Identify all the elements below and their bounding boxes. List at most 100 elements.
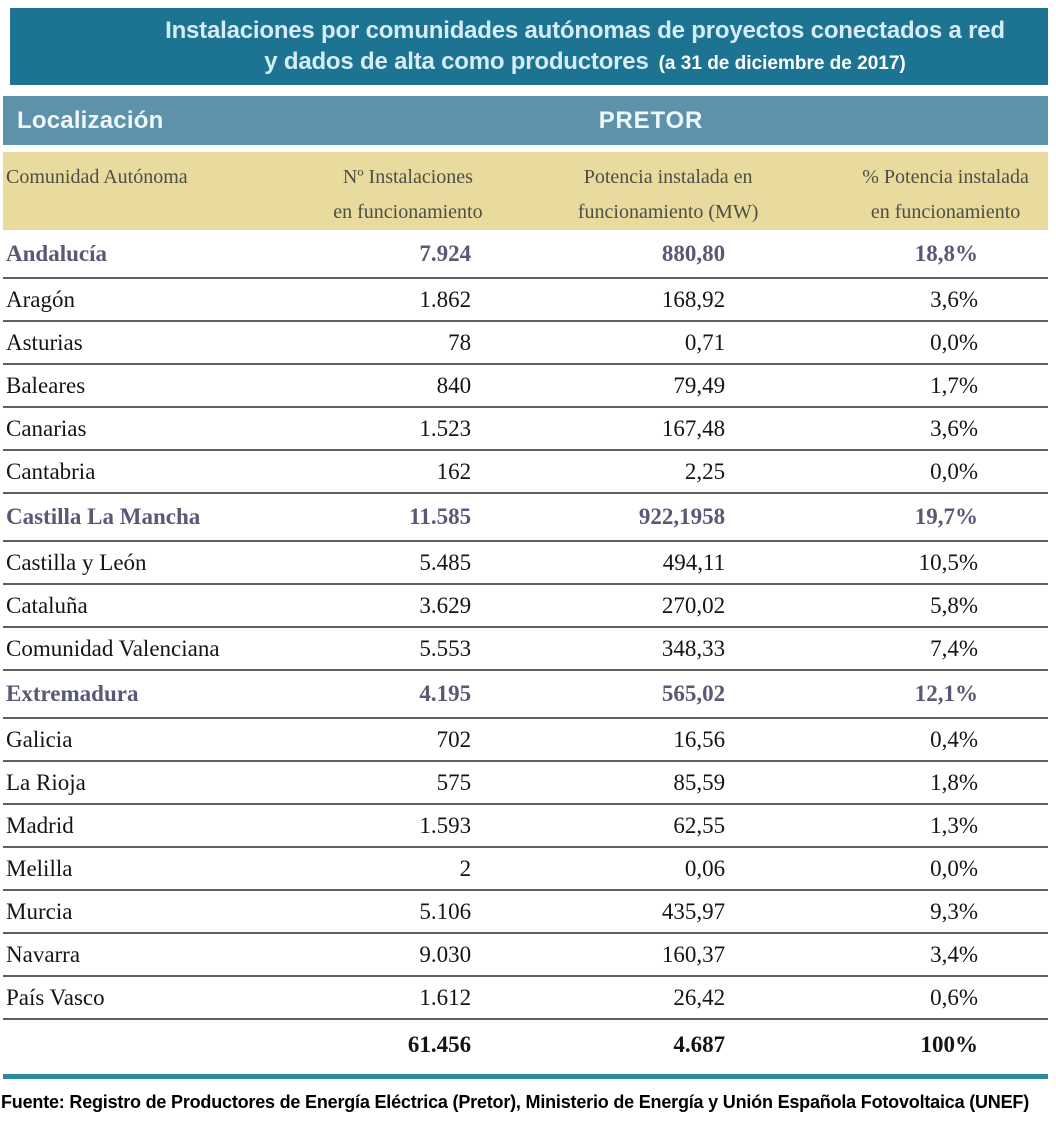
title-banner: Instalaciones por comunidades autónomas … xyxy=(10,8,1048,85)
cell-porcentaje: 3,6% xyxy=(843,277,1048,321)
cell-porcentaje: 0,0% xyxy=(843,846,1048,890)
cell-potencia: 79,49 xyxy=(493,363,844,407)
section-bar: Localización PRETOR xyxy=(3,96,1048,145)
total-label xyxy=(3,1018,323,1069)
cell-comunidad: Melilla xyxy=(3,846,323,890)
cell-potencia: 435,97 xyxy=(493,889,844,933)
cell-instalaciones: 5.106 xyxy=(322,889,494,933)
cell-porcentaje: 0,0% xyxy=(843,320,1048,364)
cell-potencia: 922,1958 xyxy=(493,492,844,541)
cell-porcentaje: 1,7% xyxy=(843,363,1048,407)
title-line1: Instalaciones por comunidades autónomas … xyxy=(165,16,1005,44)
cell-potencia: 0,71 xyxy=(493,320,844,364)
table-row: Melilla 2 0,06 0,0% xyxy=(3,846,1048,890)
cell-instalaciones: 5.485 xyxy=(322,540,494,584)
cell-instalaciones: 575 xyxy=(322,760,494,804)
table-row: Castilla y León 5.485 494,11 10,5% xyxy=(3,540,1048,584)
cell-potencia: 167,48 xyxy=(493,406,844,450)
cell-instalaciones: 1.612 xyxy=(322,975,494,1019)
cell-comunidad: Aragón xyxy=(3,277,323,321)
cell-instalaciones: 1.523 xyxy=(322,406,494,450)
table-row: Murcia 5.106 435,97 9,3% xyxy=(3,889,1048,933)
cell-comunidad: Cantabria xyxy=(3,449,323,493)
cell-porcentaje: 9,3% xyxy=(843,889,1048,933)
table-header: Comunidad Autónoma Nº Instalaciones en f… xyxy=(3,152,1048,230)
cell-comunidad: Navarra xyxy=(3,932,323,976)
table-row: Cataluña 3.629 270,02 5,8% xyxy=(3,583,1048,627)
col-header-comunidad: Comunidad Autónoma xyxy=(3,152,323,230)
cell-comunidad: Castilla y León xyxy=(3,540,323,584)
cell-potencia: 270,02 xyxy=(493,583,844,627)
cell-comunidad: La Rioja xyxy=(3,760,323,804)
table-row: Andalucía 7.924 880,80 18,8% xyxy=(3,230,1048,278)
col-header-porcentaje: % Potencia instalada en funcionamiento xyxy=(843,152,1048,230)
cell-porcentaje: 3,6% xyxy=(843,406,1048,450)
total-installs: 61.456 xyxy=(322,1018,494,1069)
cell-potencia: 565,02 xyxy=(493,669,844,718)
title-line2-text: y dados de alta como productores xyxy=(264,47,649,75)
total-power: 4.687 xyxy=(493,1018,844,1069)
table-row: Castilla La Mancha 11.585 922,1958 19,7% xyxy=(3,492,1048,541)
cell-instalaciones: 2 xyxy=(322,846,494,890)
title-line2: y dados de alta como productores (a 31 d… xyxy=(122,46,1048,79)
cell-porcentaje: 0,6% xyxy=(843,975,1048,1019)
table-row: Asturias 78 0,71 0,0% xyxy=(3,320,1048,364)
cell-porcentaje: 0,4% xyxy=(843,717,1048,761)
header-row: Comunidad Autónoma Nº Instalaciones en f… xyxy=(3,152,1048,230)
cell-potencia: 85,59 xyxy=(493,760,844,804)
cell-potencia: 880,80 xyxy=(661,240,726,266)
cell-potencia: 26,42 xyxy=(493,975,844,1019)
table-row: País Vasco 1.612 26,42 0,6% xyxy=(3,975,1048,1019)
section-label-localizacion: Localización xyxy=(17,106,164,134)
title-date-note: (a 31 de diciembre de 2017) xyxy=(658,52,906,74)
table-row: Galicia 702 16,56 0,4% xyxy=(3,717,1048,761)
cell-instalaciones: 9.030 xyxy=(322,932,494,976)
cell-instalaciones: 78 xyxy=(322,320,494,364)
cell-comunidad: Comunidad Valenciana xyxy=(3,626,323,670)
cell-porcentaje: 1,3% xyxy=(843,803,1048,847)
cell-instalaciones: 3.629 xyxy=(322,583,494,627)
cell-instalaciones: 1.862 xyxy=(322,277,494,321)
cell-porcentaje: 3,4% xyxy=(843,932,1048,976)
table-row: Navarra 9.030 160,37 3,4% xyxy=(3,932,1048,976)
cell-comunidad: Extremadura xyxy=(3,669,323,718)
cell-comunidad: Castilla La Mancha xyxy=(3,492,323,541)
cell-instalaciones: 5.553 xyxy=(322,626,494,670)
cell-potencia: 62,55 xyxy=(493,803,844,847)
table-row: Cantabria 162 2,25 0,0% xyxy=(3,449,1048,493)
table-row: Extremadura 4.195 565,02 12,1% xyxy=(3,669,1048,718)
cell-instalaciones: 702 xyxy=(322,717,494,761)
cell-potencia: 160,37 xyxy=(493,932,844,976)
total-row: 61.456 4.687 100% xyxy=(3,1018,1048,1069)
data-table-wrapper: Comunidad Autónoma Nº Instalaciones en f… xyxy=(3,152,1048,1069)
cell-comunidad: Galicia xyxy=(3,717,323,761)
cell-porcentaje: 19,7% xyxy=(843,492,1048,541)
cell-instalaciones: 11.585 xyxy=(322,492,494,541)
cell-instalaciones: 840 xyxy=(322,363,494,407)
table-row: Madrid 1.593 62,55 1,3% xyxy=(3,803,1048,847)
cell-porcentaje: 18,8% xyxy=(914,240,978,266)
cell-potencia: 2,25 xyxy=(493,449,844,493)
cell-comunidad: Canarias xyxy=(3,406,323,450)
cell-porcentaje: 7,4% xyxy=(843,626,1048,670)
cell-comunidad: Murcia xyxy=(3,889,323,933)
cell-comunidad: País Vasco xyxy=(3,975,323,1019)
col-header-instalaciones: Nº Instalaciones en funcionamiento xyxy=(322,152,494,230)
table-row: Baleares 840 79,49 1,7% xyxy=(3,363,1048,407)
total-pct: 100% xyxy=(843,1018,1048,1069)
cell-instalaciones: 1.593 xyxy=(322,803,494,847)
cell-instalaciones: 162 xyxy=(322,449,494,493)
table-row: Canarias 1.523 167,48 3,6% xyxy=(3,406,1048,450)
cell-porcentaje: 0,0% xyxy=(843,449,1048,493)
cell-potencia: 0,06 xyxy=(493,846,844,890)
table-row: Aragón 1.862 168,92 3,6% xyxy=(3,277,1048,321)
cell-comunidad: Baleares xyxy=(3,363,323,407)
installations-table: Comunidad Autónoma Nº Instalaciones en f… xyxy=(3,152,1048,1069)
source-note: Fuente: Registro de Productores de Energ… xyxy=(1,1092,1029,1112)
cell-porcentaje: 5,8% xyxy=(843,583,1048,627)
col-header-potencia: Potencia instalada en funcionamiento (MW… xyxy=(493,152,844,230)
table-footer: 61.456 4.687 100% xyxy=(3,1018,1048,1069)
cell-porcentaje: 12,1% xyxy=(843,669,1048,718)
cell-potencia: 168,92 xyxy=(493,277,844,321)
cell-porcentaje: 10,5% xyxy=(843,540,1048,584)
